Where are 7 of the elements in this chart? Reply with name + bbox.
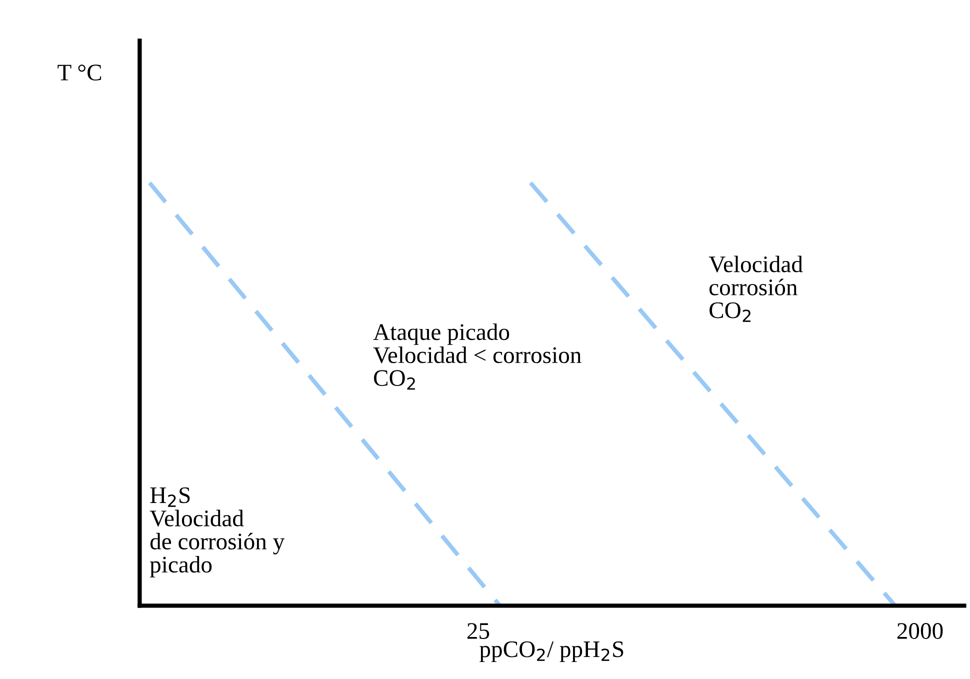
annotation: Ataque picado Velocidad < corrosion CO$_{2}$ <box>373 323 582 390</box>
x-tick-label: 25 <box>467 623 490 639</box>
x-axis-title: ppCO$_{2}$/ ppH$_{2}$S <box>480 641 624 662</box>
x-tick-label: 2000 <box>897 623 943 639</box>
y-axis-title: T °C <box>58 64 102 81</box>
annotation: Velocidad corrosión CO$_{2}$ <box>708 256 803 322</box>
annotation: H$_{2}$S Velocidad de corrosión y picado <box>150 487 285 578</box>
